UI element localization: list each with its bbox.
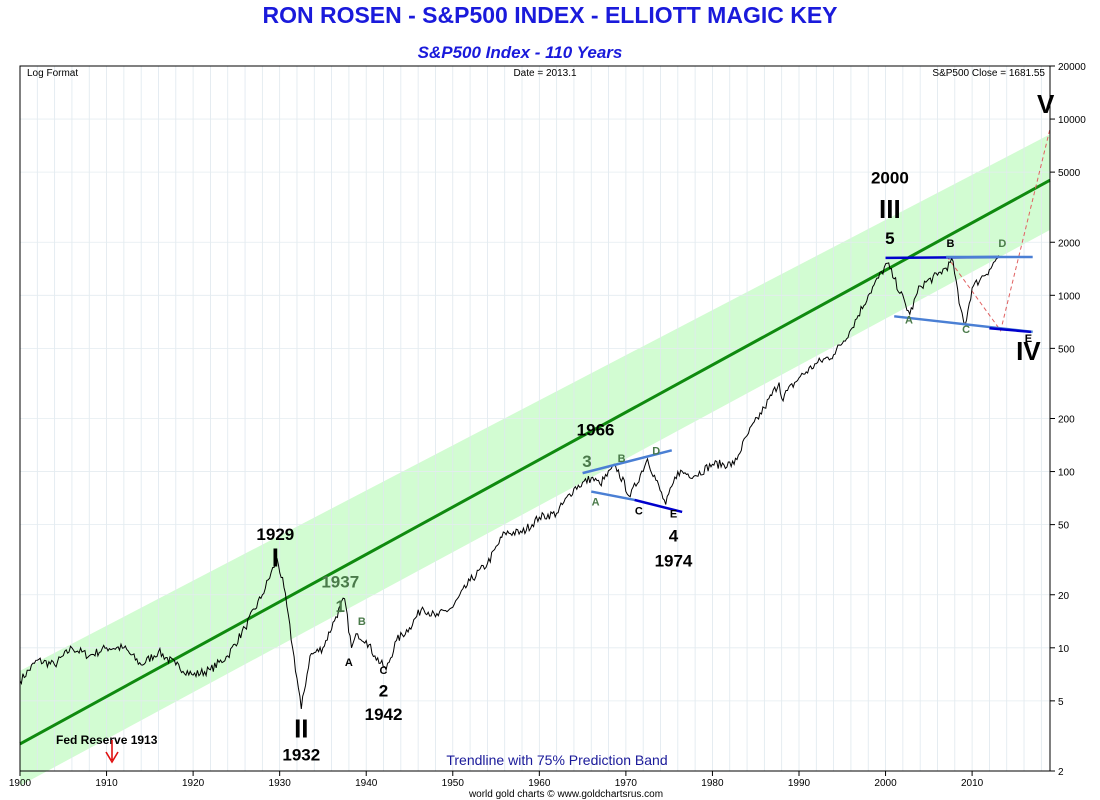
y-tick-label: 20 — [1058, 591, 1070, 602]
wave-annotation: C — [962, 324, 970, 336]
wave-annotation: B — [358, 616, 366, 628]
wave-annotation: A — [905, 315, 913, 327]
chart-subtitle: S&P500 Index - 110 Years — [417, 43, 623, 62]
y-tick-label: 20000 — [1058, 62, 1086, 73]
wave-annotation: III — [879, 194, 901, 224]
wave-trend-line — [634, 498, 683, 514]
wave-trend-line — [591, 490, 635, 502]
y-tick-label: 1000 — [1058, 291, 1081, 302]
sp500-price-line — [19, 255, 1000, 709]
grid-layer — [20, 65, 1050, 772]
wave-annotation: B — [946, 238, 954, 250]
corner-label-left: Log Format — [27, 68, 78, 79]
plot-frame — [19, 65, 1051, 772]
x-tick-label: 1940 — [355, 778, 378, 789]
wave-annotation: E — [670, 508, 677, 520]
y-tick-label: 2000 — [1058, 238, 1081, 249]
x-tick-label: 1900 — [9, 778, 32, 789]
wave-annotation: D — [998, 238, 1006, 250]
x-tick-label: 2000 — [874, 778, 897, 789]
fed-reserve-arrow-icon — [105, 740, 119, 764]
x-tick-label: 1990 — [788, 778, 811, 789]
y-tick-label: 100 — [1058, 468, 1075, 479]
wave-annotation: C — [635, 506, 643, 518]
wave-annotation: 1932 — [282, 745, 320, 764]
x-tick-label: 1950 — [442, 778, 465, 789]
wave-annotation: 2 — [379, 681, 388, 700]
x-tick-label: 2010 — [961, 778, 984, 789]
wave-annotation: A — [592, 497, 600, 509]
corner-label-right: S&P500 Close = 1681.55 — [932, 68, 1045, 79]
wave-annotation: A — [345, 657, 353, 669]
wave-annotation: 2000 — [871, 169, 909, 188]
wave-annotation: C — [380, 665, 388, 677]
wave-annotation: 1942 — [365, 705, 403, 724]
wave-trend-line — [582, 449, 673, 475]
fed-reserve-label: Fed Reserve 1913 — [56, 733, 158, 747]
chart-title: RON ROSEN - S&P500 INDEX - ELLIOTT MAGIC… — [262, 2, 838, 28]
wave-annotation: 1974 — [655, 551, 693, 570]
wave-annotation: V — [1037, 89, 1055, 119]
x-tick-label: 1930 — [269, 778, 292, 789]
y-tick-label: 5 — [1058, 697, 1064, 708]
axis-layer: 1900 1910 1920 1930 1940 1950 1960 1970 1980 1990… — [9, 62, 1086, 789]
wave-annotation: 1929 — [256, 525, 294, 544]
wave-annotation: 1 — [336, 597, 345, 616]
y-tick-label: 50 — [1058, 521, 1070, 532]
wave-annotation: 4 — [669, 527, 679, 546]
trendline — [19, 178, 1051, 746]
prediction-band — [20, 134, 1050, 786]
x-tick-label: 1980 — [701, 778, 724, 789]
projection-line — [946, 128, 1051, 332]
x-tick-label: 1960 — [528, 778, 551, 789]
chart-credit: world gold charts © www.goldchartsrus.co… — [468, 789, 663, 800]
x-tick-label: 1910 — [95, 778, 118, 789]
y-tick-label: 200 — [1058, 415, 1075, 426]
wave-annotation: II — [294, 713, 308, 743]
x-tick-label: 1970 — [615, 778, 638, 789]
prediction-band-note: Trendline with 75% Prediction Band — [446, 752, 667, 768]
wave-annotation: E — [1025, 333, 1032, 345]
y-tick-label: 2 — [1058, 767, 1064, 778]
wave-trend-line — [989, 327, 1032, 334]
wave-annotation: D — [652, 445, 660, 457]
y-tick-label: 10 — [1058, 644, 1070, 655]
wave-annotation: B — [618, 453, 626, 465]
wave-annotation: 5 — [885, 229, 894, 248]
y-tick-label: 5000 — [1058, 168, 1081, 179]
corner-label-center: Date = 2013.1 — [513, 68, 577, 79]
wave-annotation: 3 — [582, 452, 591, 471]
wave-annotation: I — [272, 542, 279, 572]
wave-annotation: 1937 — [321, 572, 359, 591]
wave-annotation: IV — [1016, 336, 1041, 366]
wave-annotation: 1966 — [577, 421, 615, 440]
lines-layer — [19, 128, 1051, 746]
prediction-band-layer — [20, 134, 1050, 786]
y-tick-label: 500 — [1058, 344, 1075, 355]
y-tick-label: 10000 — [1058, 115, 1086, 126]
x-tick-label: 1920 — [182, 778, 205, 789]
